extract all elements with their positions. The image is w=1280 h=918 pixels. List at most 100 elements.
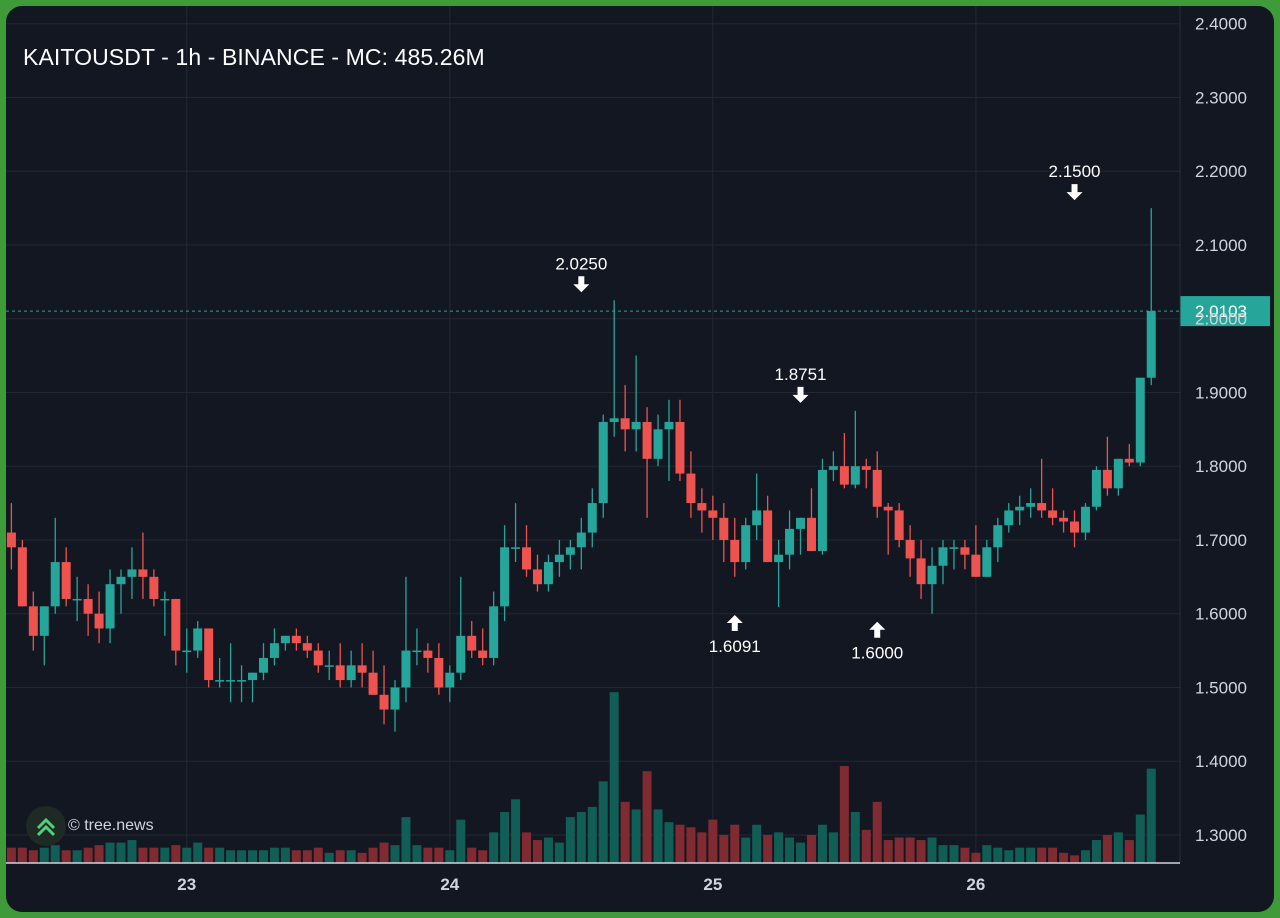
volume-bar bbox=[61, 850, 71, 863]
volume-bar bbox=[839, 766, 849, 863]
candle-body bbox=[1026, 503, 1036, 507]
volume-bar bbox=[1070, 855, 1080, 863]
candle-body bbox=[291, 635, 301, 644]
candle-body bbox=[94, 613, 104, 629]
volume-bar bbox=[401, 817, 411, 863]
volume-bar bbox=[741, 837, 751, 863]
volume-bar bbox=[817, 824, 827, 863]
volume-bar bbox=[258, 850, 268, 863]
volume-bar bbox=[335, 850, 345, 863]
volume-bar bbox=[916, 840, 926, 863]
volume-bar bbox=[17, 847, 27, 863]
volume-bar bbox=[708, 819, 718, 863]
y-tick-label: 1.4000 bbox=[1195, 752, 1247, 771]
candle-body bbox=[631, 421, 641, 430]
candle-body bbox=[971, 554, 981, 577]
candle-body bbox=[730, 539, 740, 563]
volume-bars bbox=[6, 692, 1156, 863]
volume-bar bbox=[894, 837, 904, 863]
volume-bar bbox=[719, 834, 729, 863]
candle-body bbox=[105, 584, 115, 629]
volume-bar bbox=[609, 692, 619, 863]
candle-body bbox=[905, 539, 915, 559]
candle-body bbox=[204, 628, 214, 681]
volume-bar bbox=[1135, 814, 1145, 863]
candle-body bbox=[258, 657, 268, 673]
volume-bar bbox=[302, 850, 312, 863]
volume-bar bbox=[346, 850, 356, 863]
volume-bar bbox=[1091, 840, 1101, 863]
volume-bar bbox=[905, 837, 915, 863]
x-tick-label: 25 bbox=[703, 875, 722, 894]
candle-body bbox=[806, 517, 816, 552]
candle-body bbox=[763, 510, 773, 563]
candle-body bbox=[850, 466, 860, 485]
volume-bar bbox=[6, 847, 16, 863]
candle-body bbox=[576, 532, 586, 548]
last-price-label: 2.0103 bbox=[1195, 302, 1247, 321]
volume-bar bbox=[456, 819, 466, 863]
chart-frame: 2.0103 2.0250 1.6091 1.8751 1.6000 2.1500 2.4… bbox=[6, 6, 1274, 912]
candle-body bbox=[785, 528, 795, 555]
candle-body bbox=[149, 576, 159, 599]
candle-body bbox=[423, 650, 433, 658]
candle-body bbox=[543, 562, 553, 585]
candle-body bbox=[598, 421, 608, 504]
candle-body bbox=[1135, 377, 1145, 463]
candle-body bbox=[1070, 521, 1080, 533]
y-tick-label: 2.0000 bbox=[1195, 310, 1247, 329]
annotation-label: 1.6000 bbox=[851, 644, 903, 663]
candle-body bbox=[1146, 311, 1156, 378]
candle-body bbox=[1102, 469, 1112, 489]
volume-bar bbox=[138, 847, 148, 863]
candle-body bbox=[916, 558, 926, 585]
volume-bar bbox=[576, 812, 586, 863]
candle-body bbox=[335, 665, 345, 681]
volume-bar bbox=[993, 847, 1003, 863]
volume-bar bbox=[193, 842, 203, 863]
tree-news-chevrons-icon bbox=[36, 817, 56, 837]
candle-body bbox=[50, 562, 60, 607]
candle-body bbox=[817, 469, 827, 552]
candle-body bbox=[313, 650, 323, 666]
candle-body bbox=[1091, 469, 1101, 507]
candle-body bbox=[248, 672, 258, 681]
candle-body bbox=[1048, 510, 1058, 518]
volume-bar bbox=[412, 845, 422, 863]
volume-bar bbox=[478, 850, 488, 863]
candle-body bbox=[938, 547, 948, 566]
candle-body bbox=[302, 643, 312, 651]
candle-body bbox=[269, 643, 279, 658]
tree-news-logo bbox=[26, 806, 66, 846]
volume-bar bbox=[83, 847, 93, 863]
candle-body bbox=[17, 547, 27, 607]
y-tick-label: 2.3000 bbox=[1195, 88, 1247, 107]
candle-body bbox=[522, 547, 532, 570]
volume-bar bbox=[1059, 852, 1069, 863]
candle-body bbox=[357, 665, 367, 673]
candle-body bbox=[138, 569, 148, 577]
candle-body bbox=[61, 562, 71, 599]
volume-bar bbox=[796, 842, 806, 863]
candlestick-chart[interactable]: 2.0103 2.0250 1.6091 1.8751 1.6000 2.1500 2.4… bbox=[6, 6, 1274, 912]
candle-body bbox=[28, 606, 38, 636]
annotation-label: 1.6091 bbox=[709, 637, 761, 656]
candle-body bbox=[719, 517, 729, 540]
candle-body bbox=[697, 503, 707, 511]
candle-body bbox=[828, 466, 838, 470]
volume-bar bbox=[489, 832, 499, 863]
grid bbox=[6, 6, 1180, 863]
candle-body bbox=[127, 569, 137, 577]
candle-body bbox=[532, 569, 542, 585]
candle-body bbox=[839, 466, 849, 485]
watermark-text: © tree.news bbox=[68, 817, 154, 834]
annotation-label: 1.8751 bbox=[775, 365, 827, 384]
volume-bar bbox=[226, 850, 236, 863]
volume-bar bbox=[861, 829, 871, 863]
volume-bar bbox=[960, 847, 970, 863]
candle-body bbox=[708, 510, 718, 518]
candle-body bbox=[861, 466, 871, 470]
y-tick-label: 1.8000 bbox=[1195, 457, 1247, 476]
y-tick-label: 1.6000 bbox=[1195, 605, 1247, 624]
volume-bar bbox=[938, 845, 948, 863]
